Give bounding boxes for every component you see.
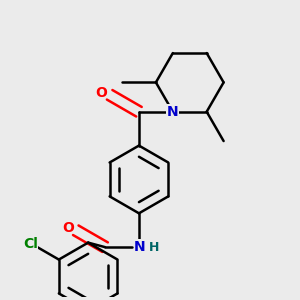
Text: O: O xyxy=(62,221,74,236)
Text: Cl: Cl xyxy=(23,237,38,251)
Text: H: H xyxy=(149,241,160,254)
Text: N: N xyxy=(134,240,146,254)
Text: N: N xyxy=(167,105,178,119)
Text: O: O xyxy=(96,86,107,100)
